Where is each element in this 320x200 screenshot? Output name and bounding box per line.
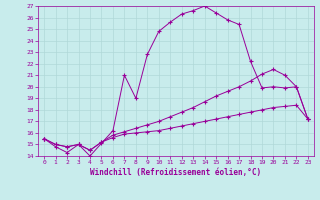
X-axis label: Windchill (Refroidissement éolien,°C): Windchill (Refroidissement éolien,°C) xyxy=(91,168,261,177)
